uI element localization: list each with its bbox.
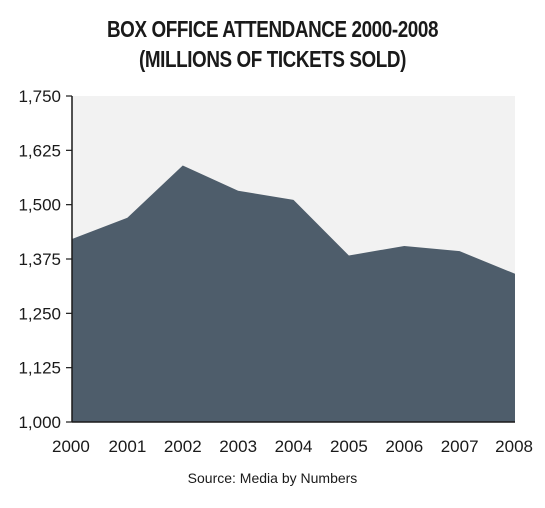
source-note: Source: Media by Numbers	[187, 470, 358, 486]
x-axis-ticks: 2000 2001 2002 2003 2004 2005 2006 2007 2008	[52, 437, 533, 456]
y-tick-label: 1,500	[18, 196, 61, 215]
attendance-area	[72, 165, 515, 422]
y-axis-ticks: 1,000 1,125 1,250 1,375 1,500 1,625 1,750	[18, 87, 72, 432]
x-tick-label: 2005	[330, 437, 368, 456]
x-tick-label: 2004	[275, 437, 313, 456]
x-tick-label: 2002	[164, 437, 202, 456]
x-tick-label: 2003	[219, 437, 257, 456]
chart-title: BOX OFFICE ATTENDANCE 2000-2008	[106, 16, 439, 42]
y-tick-label: 1,375	[18, 250, 61, 269]
x-tick-label: 2006	[385, 437, 423, 456]
chart-subtitle: (MILLIONS OF TICKETS SOLD)	[139, 46, 406, 72]
x-tick-label: 2007	[441, 437, 479, 456]
y-tick-label: 1,250	[18, 304, 61, 323]
x-tick-label: 2001	[108, 437, 146, 456]
y-tick-label: 1,125	[18, 359, 61, 378]
y-tick-label: 1,750	[18, 87, 61, 106]
x-tick-label: 2008	[495, 437, 533, 456]
x-tick-label: 2000	[52, 437, 90, 456]
y-tick-label: 1,000	[18, 413, 61, 432]
y-tick-label: 1,625	[18, 141, 61, 160]
